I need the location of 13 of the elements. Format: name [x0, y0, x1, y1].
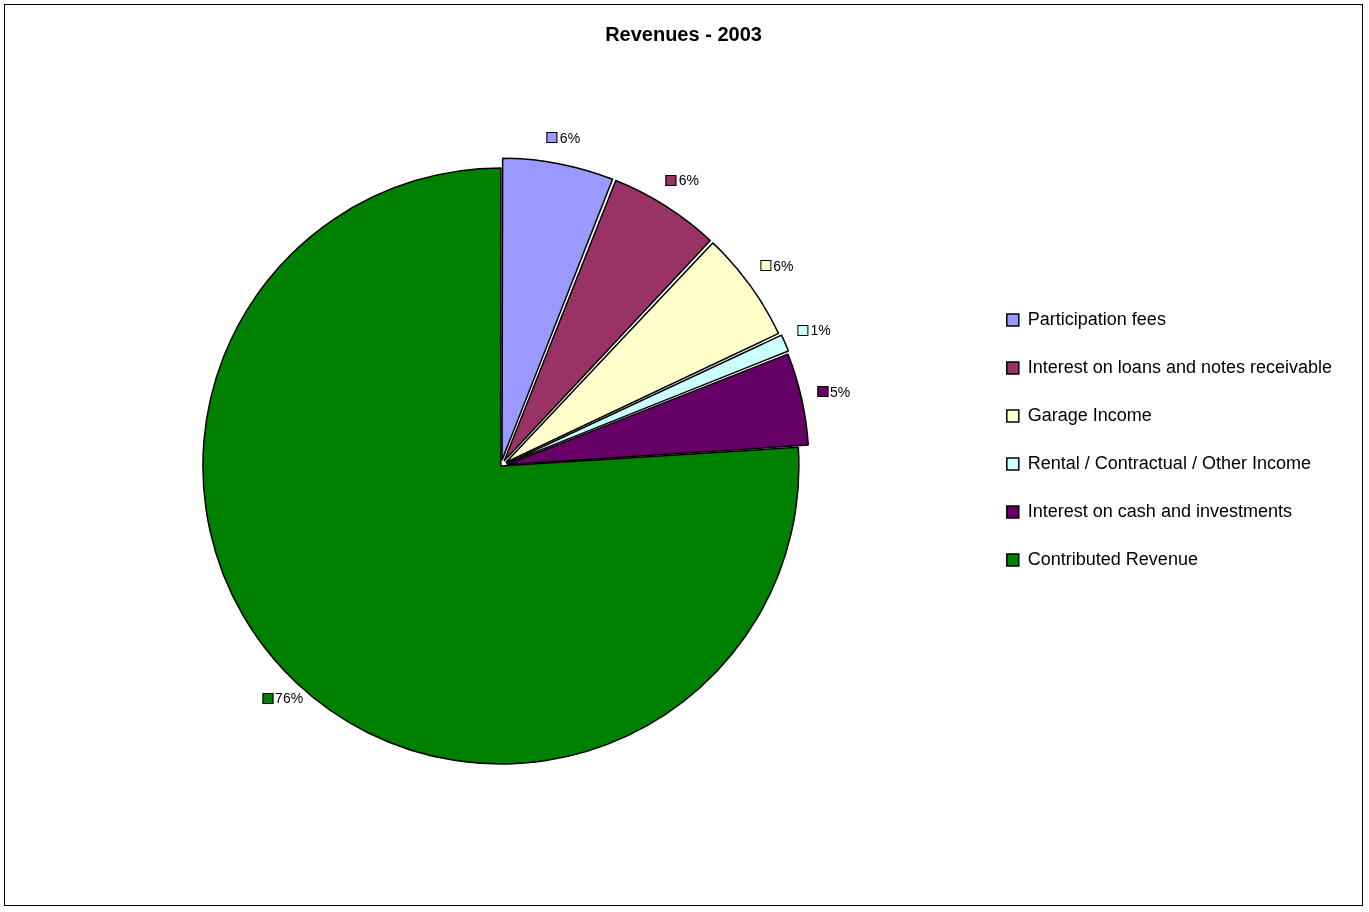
chart-title: Revenues - 2003 — [605, 22, 762, 45]
legend-label: Rental / Contractual / Other Income — [1027, 452, 1311, 473]
legend-label: Interest on loans and notes receivable — [1027, 356, 1332, 377]
legend-label: Garage Income — [1027, 404, 1152, 425]
data-label: 6% — [773, 257, 794, 274]
legend-label: Contributed Revenue — [1027, 548, 1198, 569]
data-label: 5% — [829, 383, 851, 400]
legend-label: Participation fees — [1027, 308, 1166, 329]
data-label: 6% — [559, 129, 581, 146]
data-label: 1% — [810, 322, 831, 339]
data-label: 6% — [678, 172, 699, 189]
legend-label: Interest on cash and investments — [1027, 500, 1292, 521]
data-label: 76% — [275, 690, 304, 707]
